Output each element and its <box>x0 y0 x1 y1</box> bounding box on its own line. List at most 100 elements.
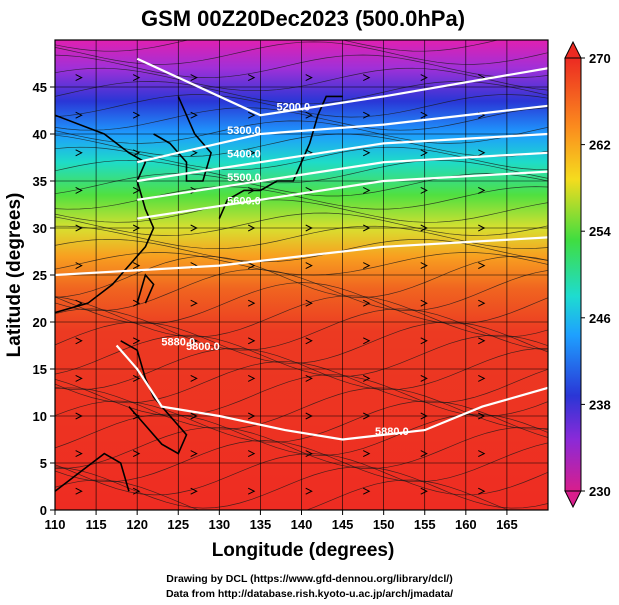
wind-arrowhead <box>75 111 83 119</box>
wind-arrowhead <box>247 111 256 119</box>
coastline-segment <box>218 95 343 219</box>
coastline-segment <box>55 452 130 492</box>
colorbar-bottom-triangle <box>564 490 582 509</box>
wind-arrowhead <box>420 337 428 345</box>
wind-arrowhead <box>190 299 198 307</box>
wind-arrowhead <box>132 262 141 270</box>
y-tick-label: 40 <box>33 127 47 142</box>
wind-arrowhead <box>132 74 141 82</box>
x-tick-label: 165 <box>496 517 518 532</box>
y-tick-label: 5 <box>40 456 47 471</box>
colorbar-tick-label: 262 <box>589 138 611 153</box>
x-tick-label: 120 <box>126 517 148 532</box>
height-contour-line <box>137 132 548 183</box>
wind-arrowhead <box>478 374 486 382</box>
wind-arrowhead <box>363 111 371 119</box>
wind-arrowhead <box>363 337 371 345</box>
credit-data: Data from http://database.rish.kyoto-u.a… <box>165 588 454 600</box>
wind-arrowhead <box>75 262 83 270</box>
wind-arrowhead <box>75 450 83 458</box>
colorbar: 270 262 254 246 238 230 <box>564 40 611 509</box>
wind-arrowhead <box>478 186 486 194</box>
contour-label: 5500.0 <box>227 172 261 184</box>
wind-arrowhead <box>478 337 486 345</box>
x-tick-label: 145 <box>332 517 354 532</box>
wind-arrowhead <box>420 299 428 307</box>
wind-arrowhead <box>478 299 486 307</box>
wind-arrowhead <box>247 487 256 495</box>
wind-arrowhead <box>75 149 83 157</box>
height-contour-line <box>115 344 548 441</box>
wind-arrowhead <box>478 487 486 495</box>
wind-arrowhead <box>190 111 198 119</box>
wind-arrowhead <box>247 299 256 307</box>
wind-arrowhead <box>75 337 83 345</box>
wind-arrowhead <box>363 374 371 382</box>
wind-arrowhead <box>305 337 313 345</box>
colorbar-tick-label: 254 <box>589 224 611 239</box>
contour-label: 5800.0 <box>186 341 220 353</box>
contour-label: 5400.0 <box>227 149 261 161</box>
wind-arrowhead <box>190 149 198 157</box>
wind-arrowhead <box>420 186 428 194</box>
wind-arrowhead <box>75 299 83 307</box>
wind-arrowhead <box>75 487 83 495</box>
wind-arrowhead <box>132 487 141 495</box>
y-tick-label: 35 <box>33 174 47 189</box>
wind-arrowhead <box>132 374 141 382</box>
x-tick-label: 125 <box>167 517 189 532</box>
wind-arrowhead <box>75 374 83 382</box>
coastline <box>55 95 343 492</box>
y-axis-ticks: 0 5 10 15 20 25 30 35 40 45 <box>33 80 55 518</box>
wind-arrowhead <box>420 74 428 82</box>
x-tick-label: 130 <box>208 517 230 532</box>
wind-arrowhead <box>363 186 371 194</box>
wind-arrowhead <box>132 149 141 157</box>
colorbar-body <box>564 57 582 492</box>
wind-arrowhead <box>132 450 141 458</box>
wind-arrowhead <box>247 450 256 458</box>
wind-arrowhead <box>305 299 313 307</box>
colorbar-tick-label: 270 <box>589 51 611 66</box>
wind-arrowhead <box>190 450 198 458</box>
y-tick-label: 15 <box>33 362 47 377</box>
wind-arrowhead <box>420 149 428 157</box>
y-tick-label: 10 <box>33 409 47 424</box>
height-contours: 5200.05300.05400.05500.05600.05800.05880… <box>55 57 548 441</box>
wind-arrowhead <box>363 450 371 458</box>
credit-drawing: Drawing by DCL (https://www.gfd-dennou.o… <box>166 573 453 585</box>
coastline-segment <box>153 96 212 182</box>
colorbar-tick-label: 230 <box>589 484 611 499</box>
x-tick-label: 155 <box>414 517 436 532</box>
x-tick-label: 140 <box>291 517 313 532</box>
contour-label: 5880.0 <box>375 426 409 438</box>
wind-arrowhead <box>305 111 313 119</box>
lat-lon-grid <box>55 40 548 510</box>
wind-arrowhead <box>190 374 198 382</box>
coastline-segment <box>120 340 188 455</box>
wind-arrowhead <box>420 487 428 495</box>
contour-label: 5880.0 <box>161 337 195 349</box>
wind-arrowhead <box>247 74 256 82</box>
wind-arrowhead <box>363 149 371 157</box>
wind-arrowhead <box>420 262 428 270</box>
height-contour-line <box>137 151 548 201</box>
chart-title: GSM 00Z20Dec2023 (500.0hPa) <box>141 6 465 31</box>
wind-arrowhead <box>363 299 371 307</box>
y-tick-label: 20 <box>33 315 47 330</box>
wind-arrowhead <box>363 487 371 495</box>
wind-arrowhead <box>190 337 198 345</box>
contour-label: 5600.0 <box>227 196 261 208</box>
wind-arrowhead <box>190 74 198 82</box>
height-contour-line <box>55 236 548 277</box>
x-tick-label: 135 <box>250 517 272 532</box>
wind-arrowhead <box>305 74 313 82</box>
wind-arrowhead <box>305 450 313 458</box>
colorbar-tick-label: 246 <box>589 311 611 326</box>
x-axis-label: Longitude (degrees) <box>212 540 395 561</box>
wind-arrowhead <box>478 450 486 458</box>
wind-arrowhead <box>305 374 313 382</box>
height-contour-line <box>137 170 548 220</box>
wind-arrowhead <box>75 186 83 194</box>
